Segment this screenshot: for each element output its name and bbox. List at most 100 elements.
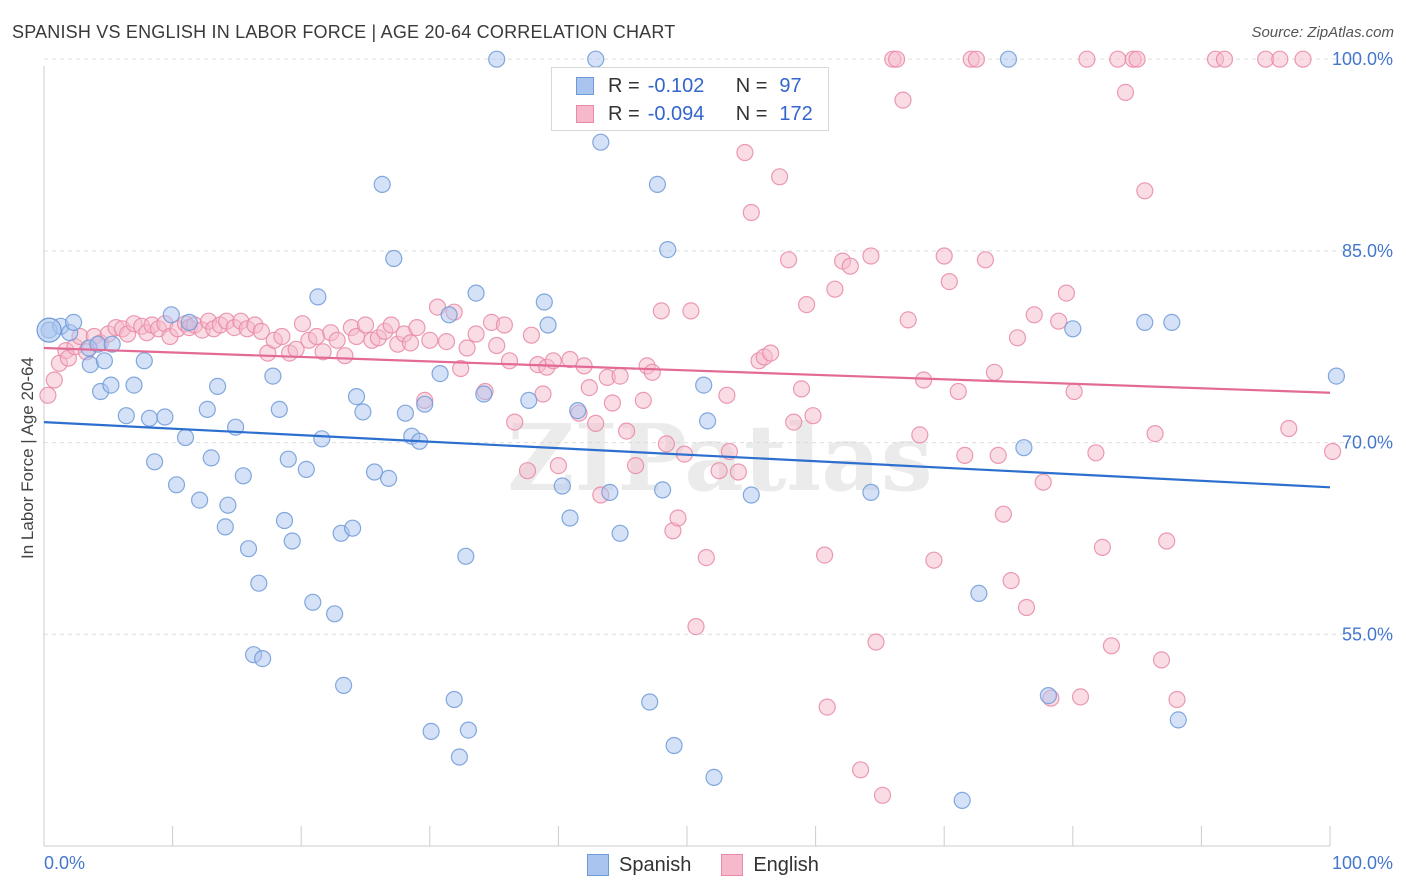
english-point bbox=[956, 446, 974, 464]
english-point bbox=[1025, 306, 1043, 324]
english-point bbox=[985, 363, 1004, 381]
spanish-points bbox=[36, 50, 1346, 810]
spanish-point bbox=[601, 483, 619, 501]
english-point bbox=[534, 385, 552, 403]
english-point bbox=[862, 247, 880, 265]
english-point bbox=[518, 462, 537, 480]
english-point bbox=[682, 302, 700, 320]
spanish-point bbox=[457, 547, 475, 565]
english-point bbox=[1323, 442, 1342, 461]
spanish-point bbox=[36, 317, 62, 343]
spanish-point bbox=[254, 649, 272, 668]
y-tick-label: 85.0% bbox=[1342, 241, 1393, 261]
spanish-point bbox=[539, 316, 557, 334]
x-tick-label: 0.0% bbox=[44, 853, 85, 873]
spanish-point bbox=[445, 690, 463, 709]
spanish-swatch bbox=[576, 77, 594, 95]
english-point bbox=[452, 359, 470, 378]
spanish-point bbox=[862, 483, 880, 501]
english-trend-line bbox=[43, 346, 1331, 394]
english-point bbox=[437, 333, 456, 351]
legend-item-spanish[interactable]: Spanish bbox=[587, 854, 691, 877]
english-point bbox=[522, 326, 541, 344]
spanish-point bbox=[416, 395, 434, 413]
english-point bbox=[989, 446, 1007, 464]
spanish-point bbox=[373, 175, 391, 193]
english-point bbox=[925, 551, 943, 569]
spanish-point bbox=[653, 481, 672, 499]
english-point bbox=[421, 331, 439, 349]
spanish-point bbox=[1039, 686, 1058, 705]
spanish-point bbox=[1163, 313, 1181, 331]
spanish-point bbox=[176, 428, 195, 447]
english-point bbox=[1008, 329, 1027, 347]
english-point bbox=[742, 203, 760, 222]
spanish-point bbox=[234, 467, 252, 485]
english-point bbox=[495, 316, 513, 334]
english-point bbox=[851, 761, 870, 779]
english-points bbox=[39, 50, 1342, 804]
english-point bbox=[1116, 83, 1135, 102]
spanish-point bbox=[587, 50, 605, 68]
spanish-point bbox=[695, 376, 713, 394]
spanish-point bbox=[191, 491, 209, 509]
spanish-point bbox=[167, 476, 186, 494]
english-point bbox=[45, 371, 63, 389]
spanish-point bbox=[970, 584, 988, 603]
spanish-point bbox=[279, 450, 297, 468]
spanish-point bbox=[641, 693, 659, 711]
y-tick-label: 100.0% bbox=[1332, 49, 1393, 69]
english-point bbox=[1146, 425, 1164, 443]
legend-item-english[interactable]: English bbox=[721, 854, 819, 877]
english-point bbox=[652, 302, 670, 320]
spanish-point bbox=[459, 721, 477, 739]
spanish-point bbox=[396, 404, 414, 422]
axes bbox=[43, 66, 1331, 847]
english-point bbox=[873, 786, 892, 804]
english-point bbox=[1294, 50, 1312, 68]
n-value: 172 bbox=[779, 102, 813, 125]
english-point bbox=[770, 168, 789, 186]
spanish-point bbox=[344, 519, 362, 537]
spanish-point bbox=[659, 241, 677, 259]
trend-lines bbox=[43, 346, 1331, 489]
spanish-point bbox=[431, 365, 449, 383]
english-point bbox=[467, 325, 485, 343]
english-point bbox=[1271, 50, 1289, 68]
english-point bbox=[785, 413, 803, 431]
english-point bbox=[1065, 382, 1083, 401]
english-point bbox=[779, 251, 798, 269]
spanish-point bbox=[611, 524, 629, 542]
english-point bbox=[935, 247, 953, 265]
spanish-point bbox=[380, 469, 398, 487]
spanish-point bbox=[326, 605, 344, 623]
english-point bbox=[826, 280, 844, 298]
spanish-point bbox=[467, 284, 485, 302]
watermark: ZIPatlas bbox=[507, 404, 932, 512]
spanish-point bbox=[347, 388, 366, 406]
spanish-point bbox=[705, 768, 723, 787]
series-legend: Spanish English bbox=[0, 853, 1406, 877]
spanish-point bbox=[162, 306, 180, 324]
n-value: 97 bbox=[779, 74, 802, 97]
spanish-point bbox=[275, 511, 294, 530]
spanish-point bbox=[270, 400, 288, 418]
english-point bbox=[643, 363, 661, 381]
r-value: -0.102 bbox=[647, 74, 705, 97]
n-label: N = bbox=[735, 102, 768, 125]
spanish-point bbox=[520, 391, 538, 409]
english-point bbox=[804, 407, 822, 425]
source-label: Source: ZipAtlas.com bbox=[1251, 24, 1394, 41]
spanish-point bbox=[219, 496, 237, 514]
english-legend-swatch bbox=[721, 854, 744, 876]
spanish-point bbox=[250, 574, 268, 592]
english-point bbox=[867, 633, 885, 651]
english-point bbox=[815, 546, 834, 564]
english-point bbox=[252, 322, 270, 340]
spanish-point bbox=[488, 50, 506, 68]
spanish-point bbox=[102, 376, 120, 394]
english-swatch bbox=[576, 105, 594, 123]
english-point bbox=[314, 343, 332, 361]
english-point bbox=[887, 50, 906, 68]
english-point bbox=[994, 505, 1013, 523]
